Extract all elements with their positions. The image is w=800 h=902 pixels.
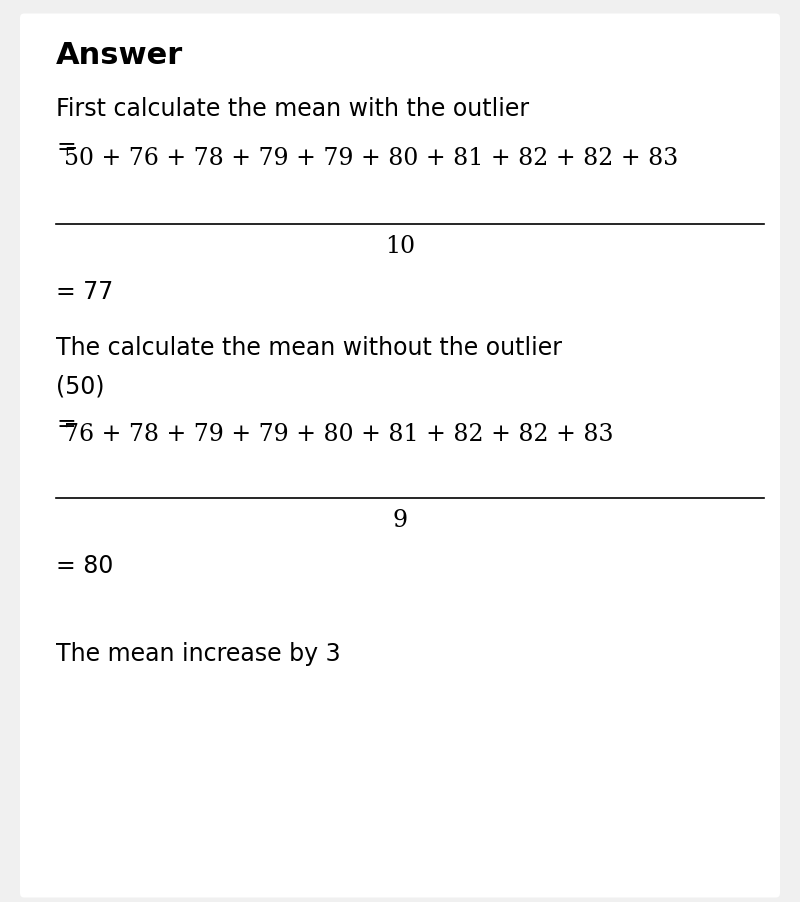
Text: The mean increase by 3: The mean increase by 3 — [56, 642, 341, 667]
Text: =: = — [56, 412, 76, 437]
Text: 9: 9 — [393, 509, 407, 531]
Text: 10: 10 — [385, 235, 415, 257]
Text: 76 + 78 + 79 + 79 + 80 + 81 + 82 + 82 + 83: 76 + 78 + 79 + 79 + 80 + 81 + 82 + 82 + … — [64, 424, 614, 446]
Text: First calculate the mean with the outlier: First calculate the mean with the outlie… — [56, 97, 529, 121]
Text: The calculate the mean without the outlier: The calculate the mean without the outli… — [56, 336, 562, 360]
Text: (50): (50) — [56, 374, 105, 399]
Text: =: = — [56, 135, 76, 160]
Text: = 77: = 77 — [56, 280, 114, 304]
FancyBboxPatch shape — [20, 14, 780, 897]
Text: Answer: Answer — [56, 41, 183, 69]
Text: = 80: = 80 — [56, 554, 114, 578]
Text: 50 + 76 + 78 + 79 + 79 + 80 + 81 + 82 + 82 + 83: 50 + 76 + 78 + 79 + 79 + 80 + 81 + 82 + … — [64, 147, 678, 170]
